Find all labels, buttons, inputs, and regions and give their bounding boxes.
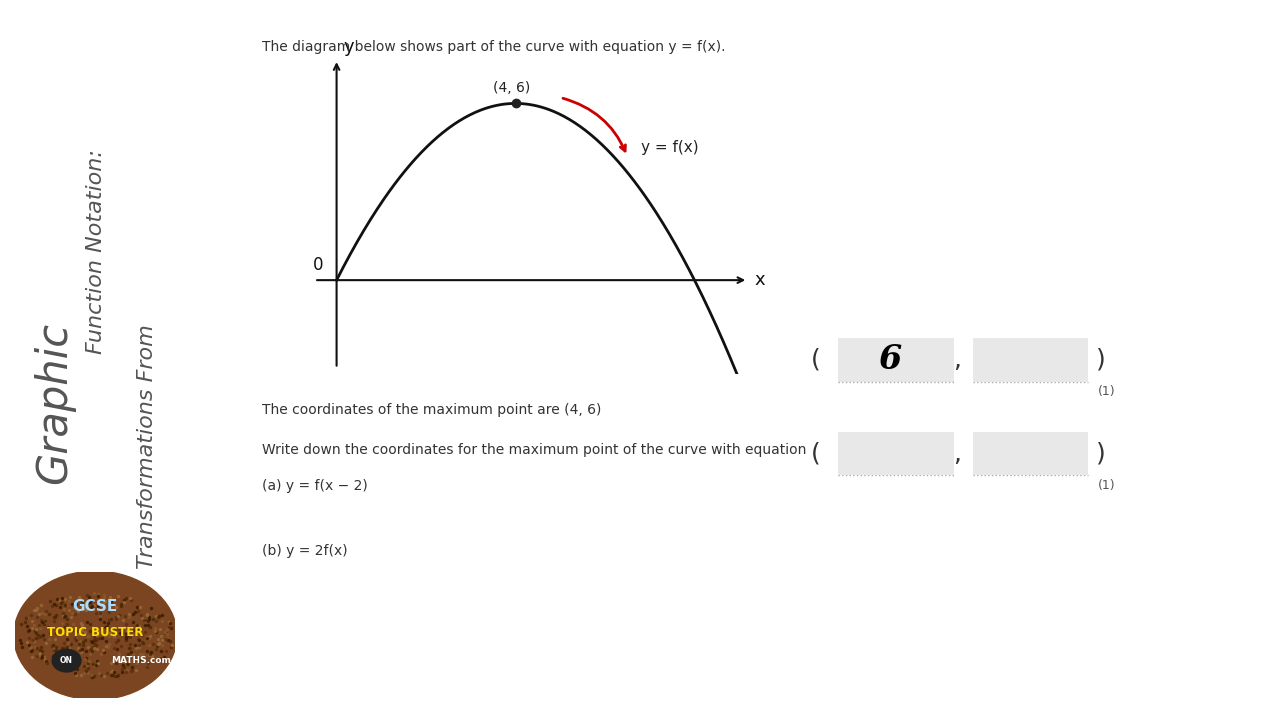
Text: TOPIC BUSTER: TOPIC BUSTER	[47, 626, 143, 639]
Text: The diagram below shows part of the curve with equation y = f(x).: The diagram below shows part of the curv…	[262, 40, 726, 53]
Text: Write down the coordinates for the maximum point of the curve with equation: Write down the coordinates for the maxim…	[262, 443, 806, 456]
Text: MATHS.com: MATHS.com	[111, 656, 172, 665]
Text: 0: 0	[312, 256, 323, 274]
Ellipse shape	[14, 571, 177, 700]
Text: (: (	[810, 348, 820, 372]
Text: y: y	[343, 38, 355, 56]
Text: x: x	[755, 271, 765, 289]
Text: (1): (1)	[1098, 479, 1116, 492]
Text: y = f(x): y = f(x)	[641, 140, 699, 155]
Circle shape	[52, 649, 81, 672]
Text: 6: 6	[878, 343, 902, 376]
Text: (a) y = f(x − 2): (a) y = f(x − 2)	[262, 479, 369, 492]
Text: Transformations From: Transformations From	[137, 324, 157, 569]
Text: ,: ,	[954, 348, 961, 372]
Text: The coordinates of the maximum point are (4, 6): The coordinates of the maximum point are…	[262, 403, 602, 417]
Text: Function Notation:: Function Notation:	[86, 150, 106, 354]
Text: (4, 6): (4, 6)	[493, 81, 530, 94]
Text: GCSE: GCSE	[73, 599, 118, 614]
Text: ): )	[1096, 348, 1106, 372]
Text: Graphic: Graphic	[33, 322, 74, 485]
Text: ): )	[1096, 441, 1106, 466]
Text: ON: ON	[60, 656, 73, 665]
Text: (1): (1)	[1098, 385, 1116, 398]
Text: ,: ,	[954, 441, 961, 466]
Text: (b) y = 2f(x): (b) y = 2f(x)	[262, 544, 348, 557]
Text: (: (	[810, 441, 820, 466]
